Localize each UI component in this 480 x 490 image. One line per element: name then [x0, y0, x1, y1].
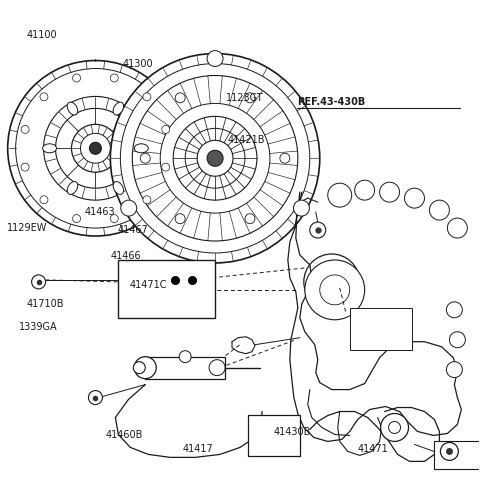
Circle shape	[328, 183, 352, 207]
Circle shape	[16, 69, 175, 228]
Circle shape	[110, 215, 118, 222]
Ellipse shape	[113, 102, 123, 115]
Text: REF.43-430B: REF.43-430B	[298, 98, 366, 107]
Text: 41300: 41300	[123, 59, 154, 69]
Text: 41467: 41467	[118, 225, 149, 235]
Circle shape	[121, 200, 137, 216]
Text: 41710B: 41710B	[27, 298, 64, 309]
Circle shape	[40, 196, 48, 204]
Text: 41460B: 41460B	[106, 430, 144, 440]
Circle shape	[72, 74, 81, 82]
Circle shape	[140, 153, 150, 163]
Circle shape	[355, 180, 374, 200]
Circle shape	[120, 64, 310, 253]
Circle shape	[310, 222, 326, 238]
Text: 41471C: 41471C	[130, 280, 168, 290]
Circle shape	[110, 74, 118, 82]
Bar	[350, 308, 411, 350]
Text: 41463: 41463	[84, 207, 115, 217]
Circle shape	[197, 140, 233, 176]
Text: 1123GT: 1123GT	[226, 94, 263, 103]
Circle shape	[320, 275, 350, 305]
Ellipse shape	[134, 144, 148, 153]
Circle shape	[446, 302, 462, 318]
Circle shape	[132, 75, 298, 241]
Bar	[145, 357, 225, 379]
Text: 41430B: 41430B	[274, 427, 311, 437]
Circle shape	[185, 128, 245, 188]
Text: 1339GA: 1339GA	[19, 322, 58, 332]
Circle shape	[162, 125, 170, 133]
Circle shape	[162, 163, 170, 171]
Circle shape	[133, 362, 145, 374]
Circle shape	[175, 93, 185, 103]
Circle shape	[449, 332, 465, 348]
Bar	[119, 260, 215, 318]
Circle shape	[245, 93, 255, 103]
Circle shape	[446, 362, 462, 378]
Circle shape	[381, 414, 408, 441]
Circle shape	[21, 125, 29, 133]
Circle shape	[143, 93, 151, 101]
Circle shape	[72, 124, 120, 172]
Circle shape	[245, 214, 255, 223]
Circle shape	[44, 97, 147, 200]
Circle shape	[160, 103, 270, 213]
Circle shape	[81, 133, 110, 163]
Circle shape	[389, 421, 400, 434]
Circle shape	[207, 50, 223, 67]
Circle shape	[304, 254, 360, 310]
Circle shape	[280, 153, 290, 163]
Circle shape	[173, 116, 257, 200]
Circle shape	[89, 142, 101, 154]
Circle shape	[72, 215, 81, 222]
Circle shape	[209, 360, 225, 376]
Text: 41100: 41100	[27, 30, 58, 40]
Ellipse shape	[113, 182, 123, 195]
Text: 41417: 41417	[182, 444, 213, 454]
Circle shape	[175, 214, 185, 223]
Circle shape	[32, 275, 46, 289]
Circle shape	[322, 272, 342, 292]
Ellipse shape	[43, 144, 57, 153]
Circle shape	[293, 200, 310, 216]
Circle shape	[305, 260, 365, 320]
Circle shape	[430, 200, 449, 220]
Circle shape	[56, 108, 135, 188]
Circle shape	[447, 218, 468, 238]
Ellipse shape	[67, 182, 78, 195]
Circle shape	[40, 93, 48, 101]
Circle shape	[179, 351, 191, 363]
Circle shape	[8, 61, 183, 236]
Text: 41471: 41471	[357, 444, 388, 454]
Text: 1129EW: 1129EW	[7, 223, 48, 233]
Circle shape	[143, 196, 151, 204]
Text: 41421B: 41421B	[228, 135, 265, 145]
Circle shape	[21, 163, 29, 171]
Text: 41466: 41466	[111, 251, 142, 261]
Ellipse shape	[67, 102, 78, 115]
Bar	[248, 415, 300, 456]
Circle shape	[110, 53, 320, 263]
Circle shape	[441, 442, 458, 461]
Circle shape	[405, 188, 424, 208]
Circle shape	[134, 357, 156, 379]
Circle shape	[380, 182, 399, 202]
Bar	[434, 441, 480, 469]
Circle shape	[207, 150, 223, 166]
Circle shape	[314, 264, 350, 300]
Circle shape	[88, 391, 102, 405]
